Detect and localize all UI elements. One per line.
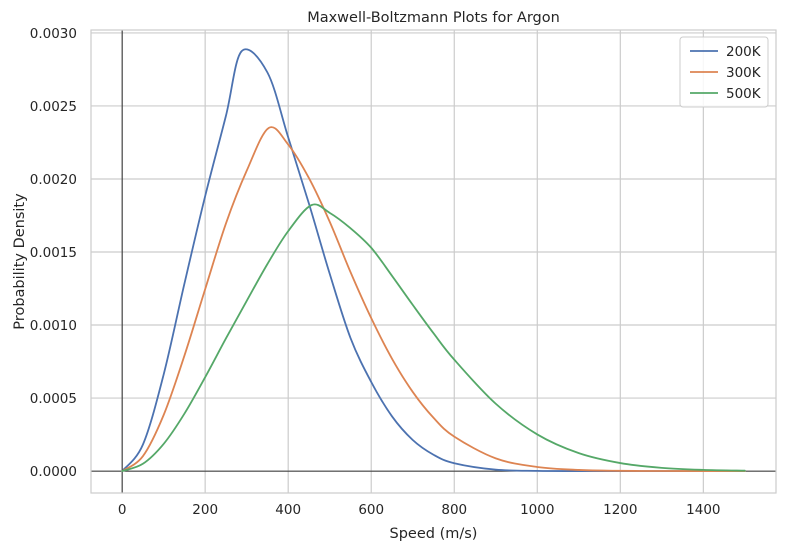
series-lines bbox=[121, 48, 746, 472]
y-tick-labels: 0.0000 0.0005 0.0010 0.0015 0.0020 0.0025 0.00… bbox=[30, 26, 77, 480]
legend-label-500k: 500K bbox=[726, 86, 762, 102]
plot-frame bbox=[90, 29, 777, 494]
reference-lines bbox=[91, 30, 776, 493]
x-tick-label: 1000 bbox=[520, 502, 554, 518]
x-tick-label: 1400 bbox=[686, 502, 720, 518]
legend-label-200k: 200K bbox=[726, 44, 762, 60]
x-tick-label: 1200 bbox=[603, 502, 637, 518]
x-tick-label: 200 bbox=[192, 502, 218, 518]
series-line-300k bbox=[121, 126, 746, 472]
y-tick-label: 0.0000 bbox=[30, 464, 77, 480]
y-tick-label: 0.0015 bbox=[30, 245, 77, 261]
x-tick-label: 400 bbox=[275, 502, 301, 518]
series-line-500k bbox=[121, 203, 746, 472]
x-tick-label: 600 bbox=[358, 502, 384, 518]
legend-box bbox=[679, 36, 769, 108]
legend: 200K 300K 500K bbox=[679, 36, 769, 108]
x-tick-labels: 0 200 400 600 800 1000 1200 1400 bbox=[118, 502, 721, 518]
grid bbox=[91, 30, 776, 493]
y-tick-label: 0.0010 bbox=[30, 318, 77, 334]
series-line-200k bbox=[121, 48, 746, 472]
x-axis-title: Speed (m/s) bbox=[390, 526, 478, 542]
y-tick-label: 0.0030 bbox=[30, 26, 77, 42]
y-tick-label: 0.0020 bbox=[30, 172, 77, 188]
x-tick-label: 0 bbox=[118, 502, 127, 518]
y-tick-label: 0.0025 bbox=[30, 99, 77, 115]
chart-title: Maxwell-Boltzmann Plots for Argon bbox=[307, 10, 560, 26]
y-tick-label: 0.0005 bbox=[30, 391, 77, 407]
x-tick-label: 800 bbox=[441, 502, 467, 518]
y-axis-title: Probability Density bbox=[12, 193, 28, 330]
legend-label-300k: 300K bbox=[726, 65, 762, 81]
